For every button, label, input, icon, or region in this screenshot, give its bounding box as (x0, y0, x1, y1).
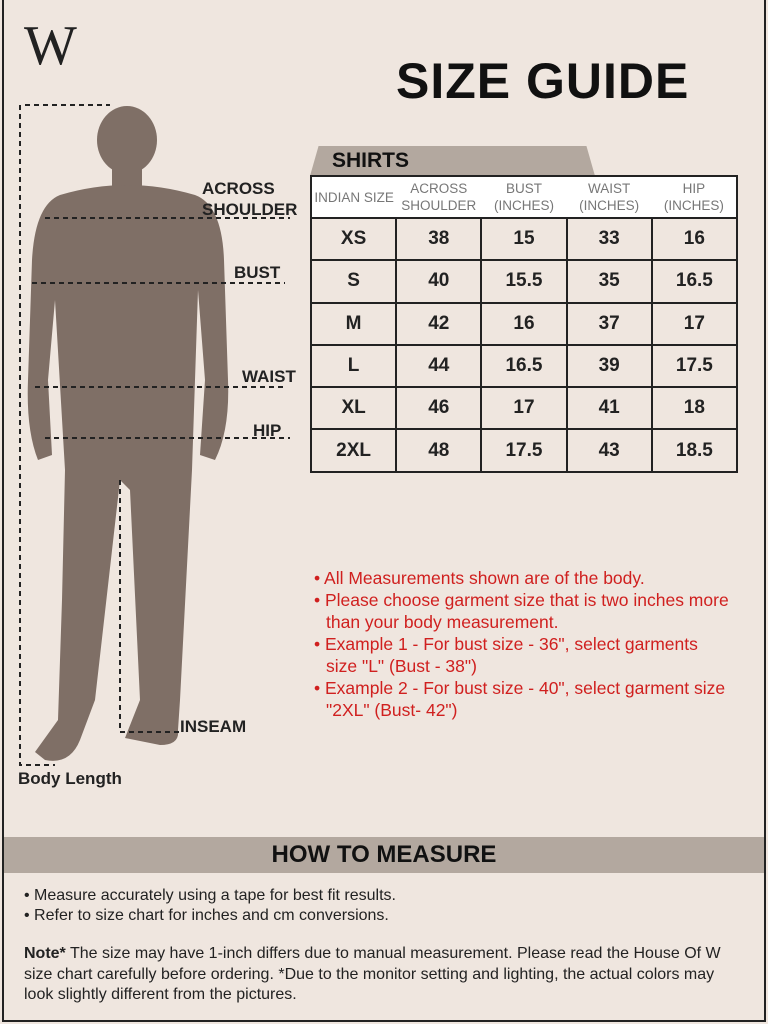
table-cell: 17 (650, 301, 739, 346)
list-item: • Refer to size chart for inches and cm … (24, 907, 389, 924)
table-cell: 33 (565, 216, 653, 262)
table-cell: 18 (650, 386, 739, 431)
table-cell: 16 (650, 216, 739, 262)
how-to-measure-heading: HOW TO MEASURE (4, 837, 764, 873)
category-tab-shirts: SHIRTS (310, 146, 595, 176)
table-cell: 35 (565, 259, 653, 304)
table-cell: 41 (565, 386, 653, 431)
table-cell: 37 (565, 301, 653, 346)
col-header: ACROSS SHOULDER (396, 175, 482, 219)
table-cell: S (309, 259, 398, 304)
table-cell: 39 (565, 343, 653, 389)
measurement-lines (19, 104, 290, 766)
table-cell: 40 (395, 259, 483, 304)
table-row: XL 46 17 41 18 (309, 386, 739, 431)
size-table: INDIAN SIZE ACROSS SHOULDER BUST (INCHES… (309, 175, 739, 473)
table-cell: L (309, 343, 398, 389)
table-cell: 15.5 (480, 259, 568, 304)
table-cell: 15 (480, 216, 568, 262)
note-item: • Example 1 - For bust size - 36", selec… (314, 634, 698, 676)
col-header: INDIAN SIZE (309, 175, 397, 219)
label-bust: BUST (234, 263, 281, 282)
page-title: SIZE GUIDE (396, 53, 690, 109)
table-header-row: INDIAN SIZE ACROSS SHOULDER BUST (INCHES… (309, 175, 739, 219)
table-cell: 43 (565, 428, 653, 473)
note-text: The size may have 1-inch differs due to … (24, 945, 721, 1003)
col-header: BUST (INCHES) (481, 175, 567, 219)
table-cell: M (309, 301, 398, 346)
disclaimer-note: Note* The size may have 1-inch differs d… (24, 944, 744, 1006)
label-across-shoulder: ACROSS SHOULDER (202, 179, 298, 219)
table-row: S 40 15.5 35 16.5 (309, 259, 739, 304)
table-cell: 17 (480, 386, 568, 431)
table-cell: 16.5 (480, 343, 568, 389)
table-cell: 48 (395, 428, 483, 473)
table-cell: XL (309, 386, 398, 431)
note-item: • Please choose garment size that is two… (314, 590, 729, 632)
table-cell: 44 (395, 343, 483, 389)
label-hip: HIP (253, 421, 282, 440)
table-cell: 38 (395, 216, 483, 262)
note-item: • Example 2 - For bust size - 40", selec… (314, 678, 726, 720)
label-body-length: Body Length (18, 769, 122, 788)
table-row: M 42 16 37 17 (309, 301, 739, 346)
label-inseam: INSEAM (180, 717, 247, 736)
silhouette (27, 106, 229, 761)
table-row: XS 38 15 33 16 (309, 216, 739, 262)
col-header: HIP (INCHES) (651, 175, 739, 219)
table-cell: 17.5 (480, 428, 568, 473)
table-cell: 16 (480, 301, 568, 346)
body-silhouette-figure (19, 104, 290, 766)
table-row: L 44 16.5 39 17.5 (309, 343, 739, 389)
tab-label: SHIRTS (332, 149, 410, 172)
note-item: • All Measurements shown are of the body… (314, 568, 645, 588)
label-waist: WAIST (242, 367, 296, 386)
table-cell: 17.5 (650, 343, 739, 389)
note-label: Note* (24, 945, 66, 962)
table-cell: XS (309, 216, 398, 262)
table-row: 2XL 48 17.5 43 18.5 (309, 428, 739, 473)
list-item: • Measure accurately using a tape for be… (24, 887, 396, 904)
how-to-measure-list: • Measure accurately using a tape for be… (24, 886, 396, 926)
table-cell: 18.5 (650, 428, 739, 473)
brand-logo: W (24, 15, 77, 77)
table-cell: 16.5 (650, 259, 739, 304)
table-cell: 2XL (309, 428, 398, 473)
table-cell: 46 (395, 386, 483, 431)
table-cell: 42 (395, 301, 483, 346)
size-notes: • All Measurements shown are of the body… (312, 567, 732, 721)
col-header: WAIST (INCHES) (566, 175, 652, 219)
